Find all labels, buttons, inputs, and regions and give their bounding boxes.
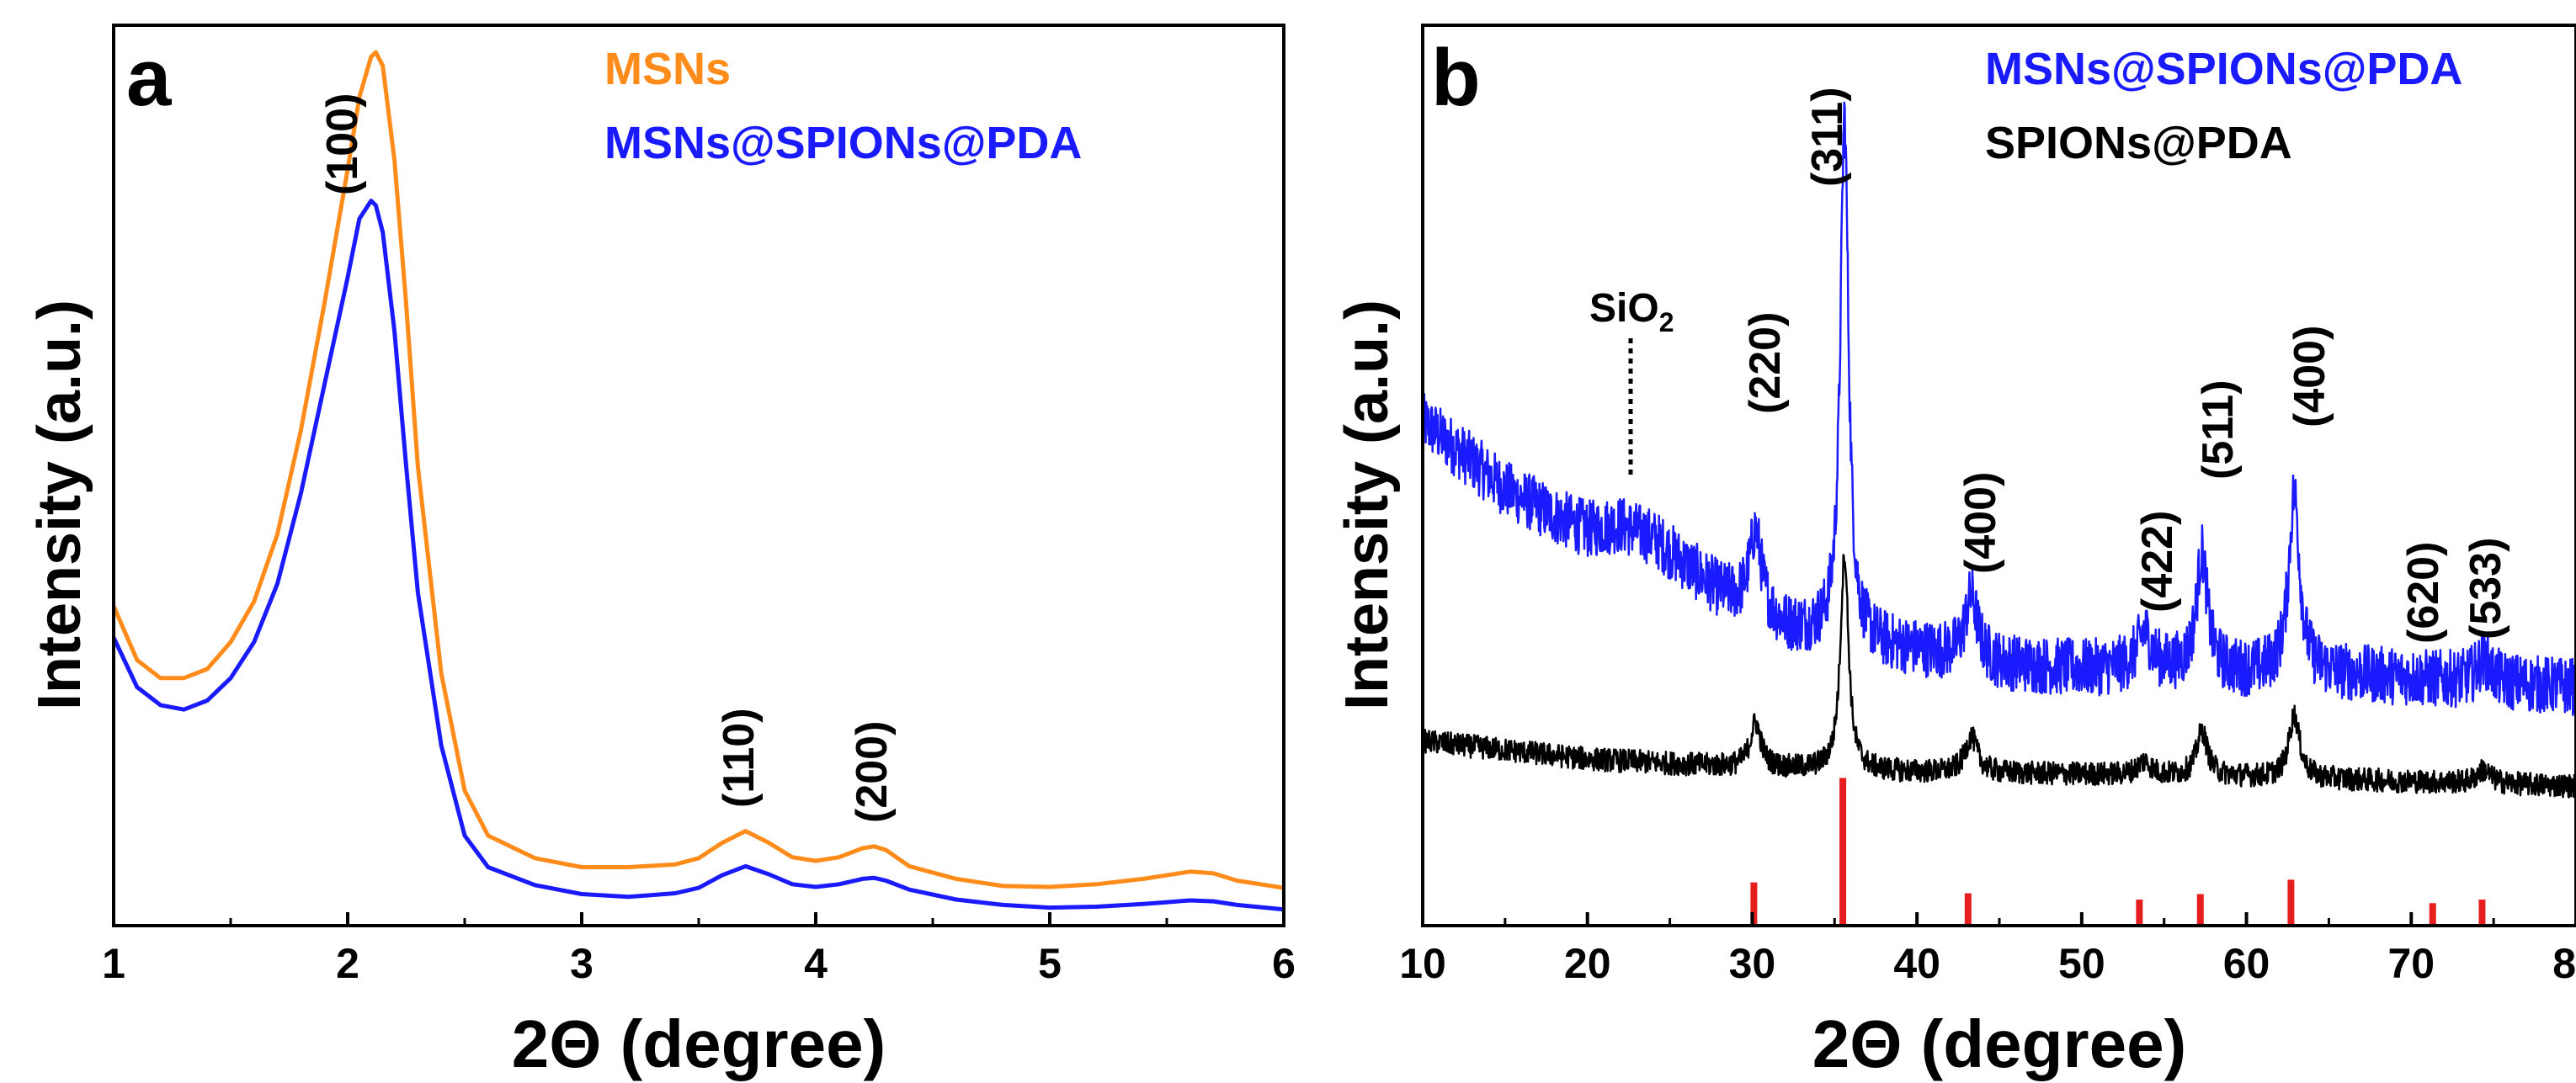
panel-b-x-tick-label: 50 bbox=[2058, 940, 2105, 987]
panel-a-curves bbox=[111, 50, 1285, 912]
panel-b-x-axis-label: 2Θ (degree) bbox=[1812, 1006, 2187, 1081]
panel-b-peak-labels: (220) (311) (400) (422) (511) (400) (620… bbox=[1741, 87, 2510, 644]
peak-label-b-220: (220) bbox=[1741, 312, 1790, 414]
panel-b: 10 20 30 40 50 60 70 80 b MSNs@SPIONs@PDA SPION… bbox=[1333, 24, 2576, 1081]
panel-a-label: a bbox=[126, 33, 172, 123]
panel-a-y-axis-label: Intensity (a.u.) bbox=[26, 300, 93, 710]
sio2-marker-text: SiO bbox=[1589, 286, 1659, 331]
panel-b-series-spions-pda bbox=[1421, 554, 2576, 799]
peak-label-b-400-a: (400) bbox=[1956, 472, 2005, 574]
peak-label-b-422: (422) bbox=[2133, 511, 2182, 613]
legend-a-msns-spions-pda: MSNs@SPIONs@PDA bbox=[604, 118, 1082, 168]
panel-b-x-tick-label: 40 bbox=[1893, 940, 1940, 987]
panel-b-x-tick-label: 60 bbox=[2223, 940, 2270, 987]
panel-b-reference-lines bbox=[1750, 778, 2486, 926]
panel-b-label: b bbox=[1431, 33, 1481, 123]
legend-a-msns: MSNs bbox=[604, 44, 731, 94]
legend-b-spions-pda: SPIONs@PDA bbox=[1985, 118, 2292, 168]
legend-b-msns-spions-pda: MSNs@SPIONs@PDA bbox=[1985, 44, 2462, 94]
panel-a-x-tick-label: 5 bbox=[1038, 940, 1062, 987]
panel-a-x-tick-label: 6 bbox=[1272, 940, 1296, 987]
panel-b-curves bbox=[1421, 101, 2576, 799]
panel-b-x-tick-label: 20 bbox=[1564, 940, 1611, 987]
panel-a: 1 2 3 4 5 6 a MSNs MSNs@SPIONs@PDA (100) (110… bbox=[26, 24, 1296, 1081]
panel-b-x-tick-label: 80 bbox=[2552, 940, 2576, 987]
peak-label-b-533: (533) bbox=[2462, 538, 2510, 640]
peak-label-a-110: (110) bbox=[715, 708, 764, 808]
panel-b-x-tick-label: 10 bbox=[1399, 940, 1446, 987]
panel-a-x-tick-label: 2 bbox=[336, 940, 359, 987]
panel-b-x-tick-label: 70 bbox=[2387, 940, 2435, 987]
panel-a-series-msns bbox=[111, 50, 1285, 890]
panel-b-y-axis-label: Intensity (a.u.) bbox=[1333, 300, 1401, 710]
peak-label-b-400-b: (400) bbox=[2286, 326, 2334, 427]
peak-label-b-511: (511) bbox=[2194, 380, 2243, 480]
peak-label-a-200: (200) bbox=[848, 721, 897, 823]
panel-a-series-msns-spions-pda bbox=[111, 199, 1285, 912]
panel-b-series-msns-spions-pda bbox=[1421, 101, 2576, 717]
peak-label-b-311: (311) bbox=[1803, 87, 1852, 187]
panel-a-x-ticks: 1 2 3 4 5 6 bbox=[102, 912, 1296, 987]
sio2-marker-subscript: 2 bbox=[1659, 307, 1674, 337]
peak-label-a-100: (100) bbox=[318, 93, 367, 195]
peak-label-b-620: (620) bbox=[2399, 542, 2448, 644]
panel-a-x-tick-label: 3 bbox=[570, 940, 593, 987]
panel-a-x-axis-label: 2Θ (degree) bbox=[512, 1006, 886, 1081]
panel-b-x-tick-label: 30 bbox=[1729, 940, 1776, 987]
sio2-marker-label: SiO2 bbox=[1589, 286, 1674, 337]
panel-b-x-ticks: 10 20 30 40 50 60 70 80 bbox=[1399, 912, 2576, 987]
panel-a-x-tick-label: 4 bbox=[804, 940, 828, 987]
panel-a-x-tick-label: 1 bbox=[102, 940, 125, 987]
